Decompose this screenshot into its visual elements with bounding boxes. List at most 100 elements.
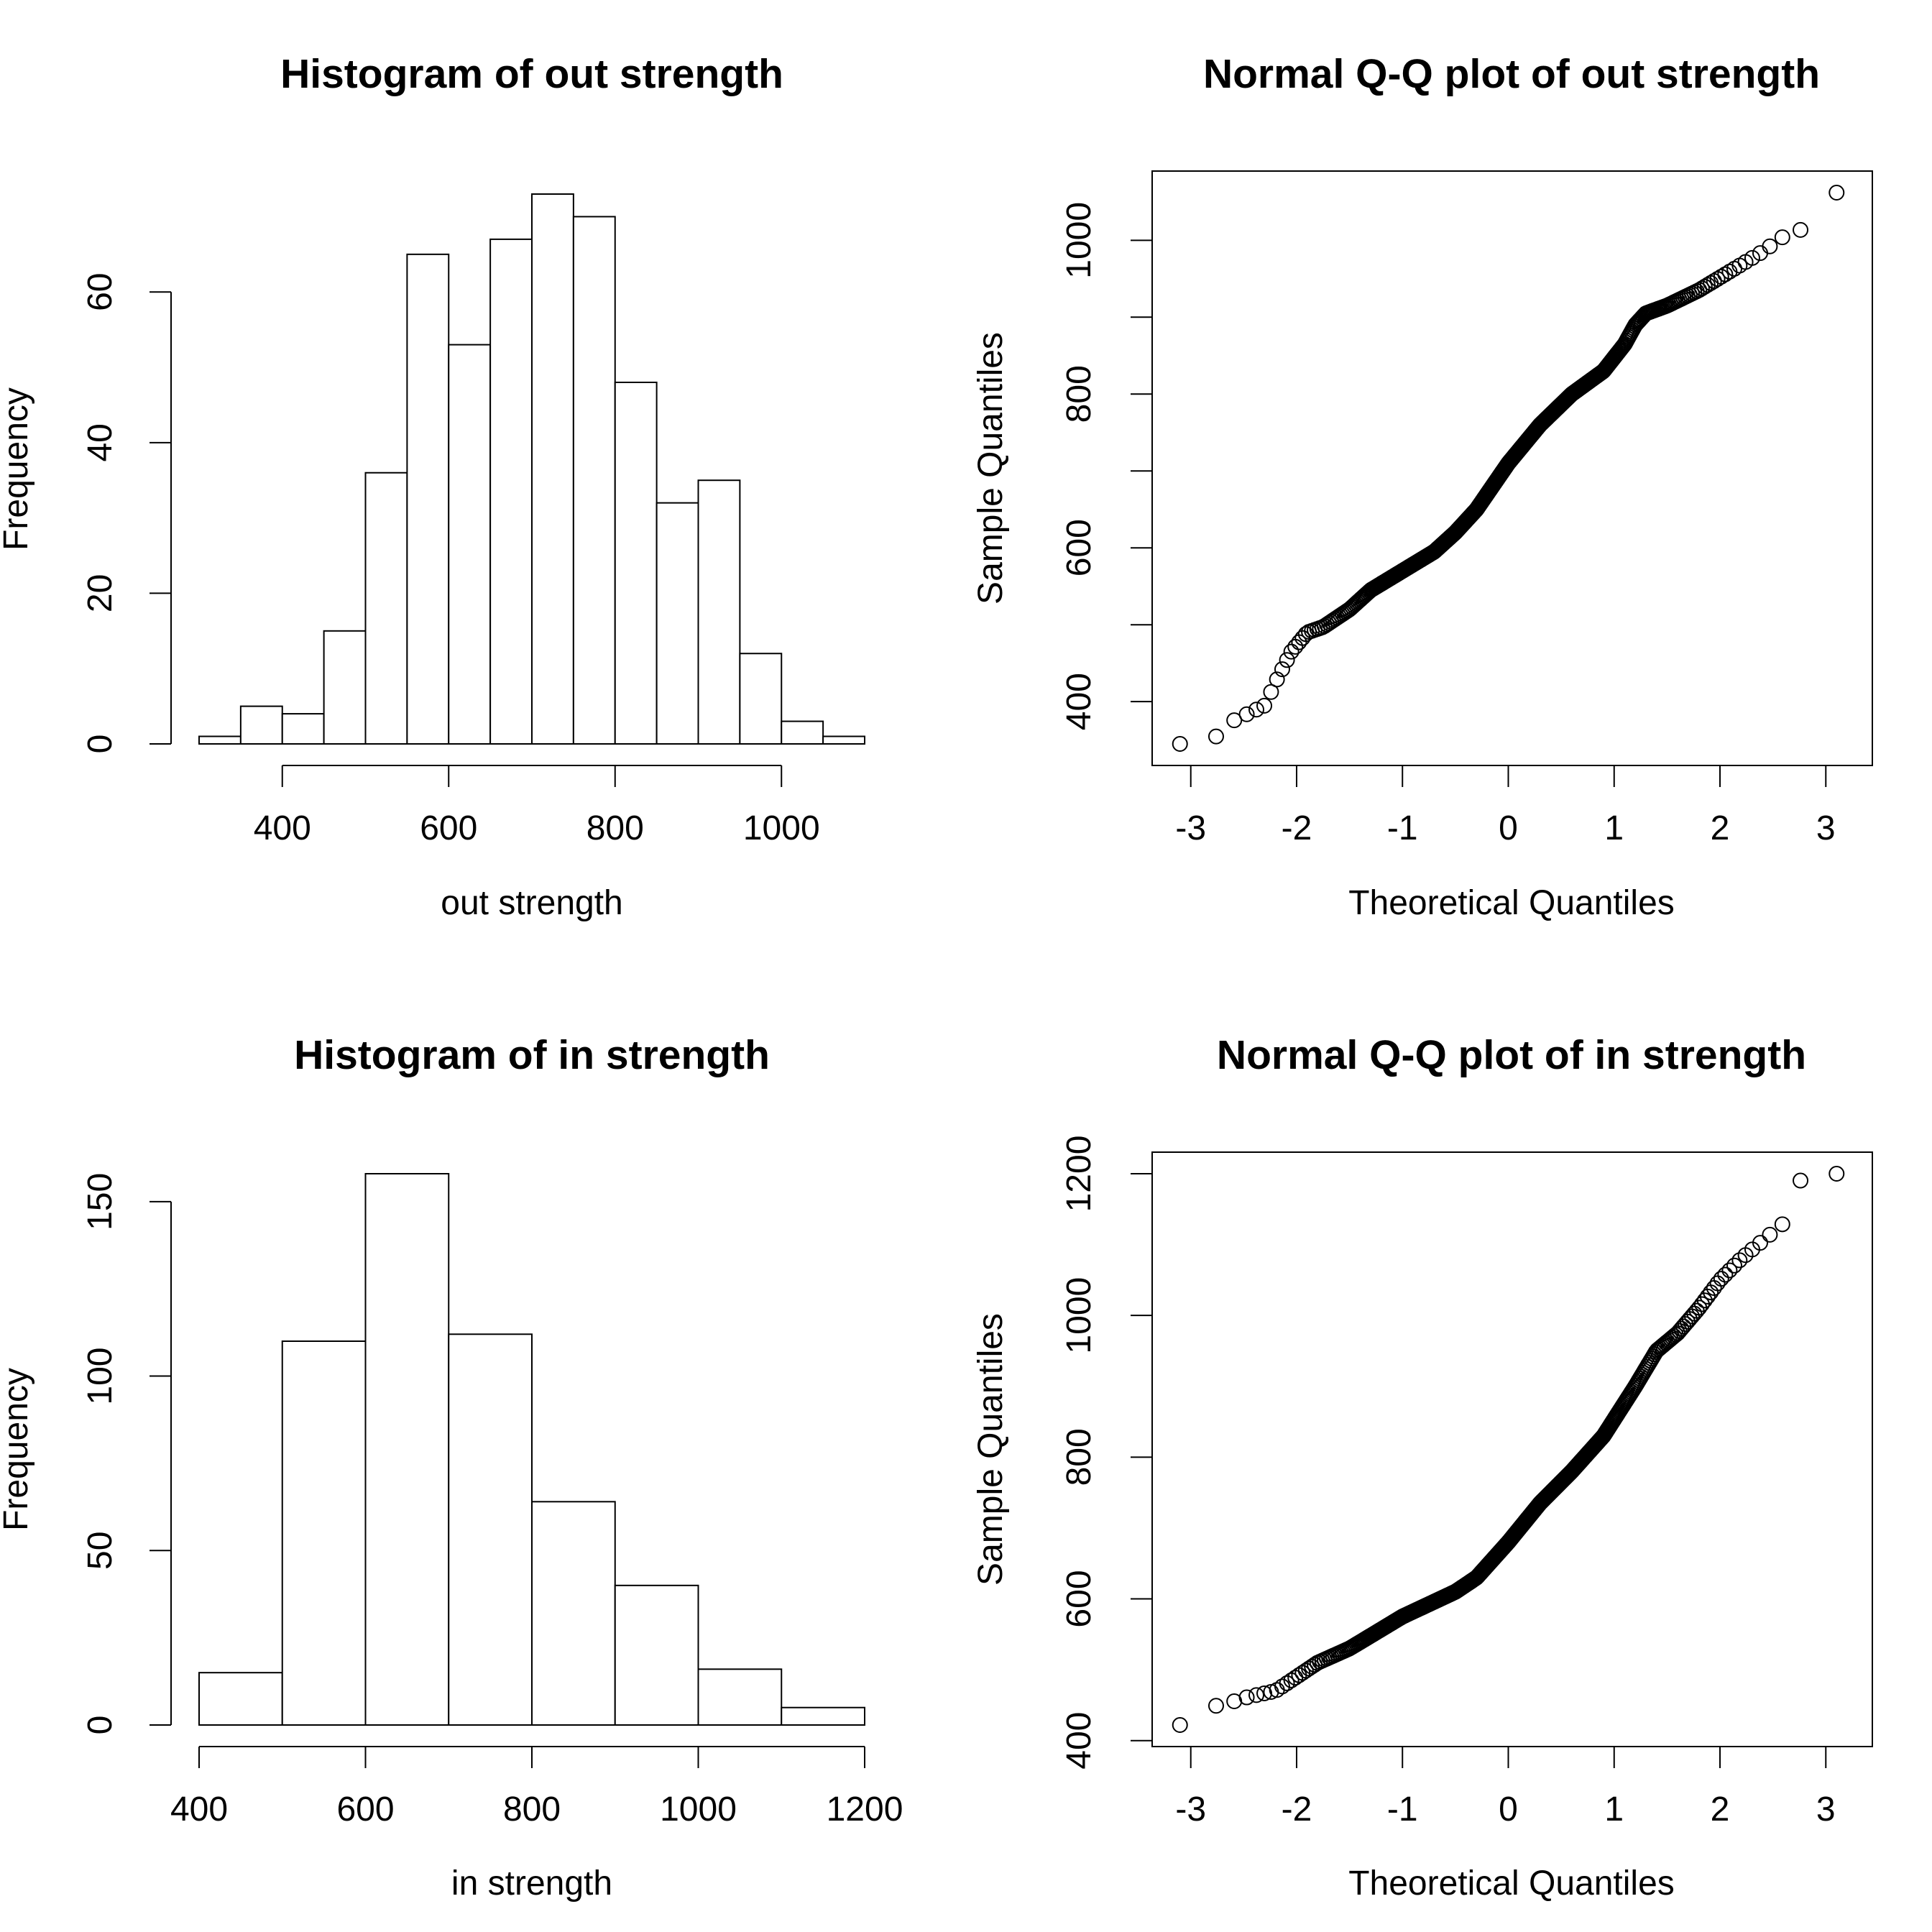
chart-title: Histogram of out strength (280, 51, 783, 97)
qq-point (1238, 1689, 1255, 1706)
qq-point (1726, 1257, 1743, 1274)
x-tick-label: 3 (1816, 1790, 1836, 1828)
axes (150, 1200, 865, 1768)
histogram-bar (614, 381, 658, 745)
x-tick-label: -3 (1175, 1790, 1206, 1828)
qq-point (1752, 245, 1768, 262)
histogram-bar (656, 502, 699, 745)
x-axis-label: Theoretical Quantiles (1348, 884, 1675, 922)
qq-point (1269, 671, 1285, 688)
x-tick-label: -2 (1282, 1790, 1312, 1828)
x-tick-label: 600 (420, 809, 477, 847)
x-tick-label: 2 (1711, 1790, 1730, 1828)
x-tick-label: 1000 (660, 1790, 737, 1828)
histogram-bar (239, 705, 283, 745)
qq-point (1279, 1675, 1295, 1691)
histogram-bar (781, 1706, 865, 1726)
histogram-bars (198, 193, 865, 745)
x-tick-label: 600 (336, 1790, 394, 1828)
x-tick-label: 1 (1604, 1790, 1624, 1828)
qq-points (1172, 185, 1845, 752)
axes (1131, 170, 1873, 787)
qq-point (1793, 221, 1809, 238)
x-axis-label: out strength (441, 884, 623, 922)
qq-point (1287, 638, 1304, 655)
qq-point (1774, 1216, 1790, 1233)
qq-point (1279, 652, 1295, 668)
qq-point (1226, 712, 1243, 729)
histogram-bar (281, 1340, 367, 1726)
qq-point (1263, 684, 1279, 700)
qq-point (1274, 661, 1290, 678)
y-axis-label: Frequency (0, 387, 35, 551)
x-axis-label: Theoretical Quantiles (1348, 1864, 1675, 1903)
x-tick-label: 0 (1499, 1790, 1518, 1828)
x-tick-label: -2 (1282, 809, 1312, 847)
x-tick-label: 0 (1499, 809, 1518, 847)
histogram-bar (198, 735, 242, 745)
qq-point (1283, 1672, 1300, 1688)
qq-point (1713, 1271, 1729, 1287)
y-tick-label: 400 (1060, 1712, 1098, 1770)
qq-point (1828, 185, 1845, 201)
x-tick-label: 1200 (827, 1790, 903, 1828)
x-tick-label: 400 (170, 1790, 228, 1828)
panel-1: Histogram of out strength out strength Fre… (0, 51, 865, 922)
qq-point (1793, 1172, 1809, 1189)
histogram-bar (406, 253, 450, 745)
x-tick-label: 800 (586, 809, 644, 847)
y-tick-label: 1000 (1060, 202, 1098, 279)
qq-point (1774, 229, 1790, 246)
qq-point (1709, 271, 1726, 288)
histogram-bar (281, 713, 325, 745)
histogram-bar (572, 216, 616, 745)
histogram-bar (364, 1173, 450, 1726)
qq-point (1721, 1262, 1738, 1279)
x-tick-label: 3 (1816, 809, 1836, 847)
y-tick-label: 20 (81, 574, 119, 612)
y-tick-label: 50 (81, 1532, 119, 1570)
panel-2: Normal Q-Q plot of out strength Theoretic… (972, 51, 1873, 922)
x-tick-label: 1000 (743, 809, 820, 847)
histogram-bar (697, 1668, 783, 1726)
qq-point (1256, 1685, 1273, 1701)
chart-title: Normal Q-Q plot of out strength (1203, 51, 1820, 97)
qq-point (1713, 268, 1729, 285)
qq-point (1248, 702, 1265, 718)
histogram-bar (697, 479, 741, 745)
histogram-bar (448, 1333, 533, 1726)
x-tick-label: 800 (503, 1790, 561, 1828)
qq-point (1208, 728, 1224, 745)
histogram-bars (198, 1173, 865, 1726)
qq-point (1696, 1292, 1713, 1309)
x-tick-label: 1 (1604, 809, 1624, 847)
y-tick-label: 400 (1060, 673, 1098, 730)
y-tick-label: 1000 (1060, 1277, 1098, 1354)
y-tick-label: 0 (81, 735, 119, 754)
histogram-bar (739, 653, 783, 745)
qq-point (1828, 1166, 1845, 1182)
qq-point (1731, 1252, 1748, 1269)
x-tick-label: -3 (1175, 809, 1206, 847)
histogram-bar (198, 1672, 283, 1726)
x-tick-label: -1 (1387, 1790, 1418, 1828)
qq-point (1172, 736, 1188, 752)
y-tick-label: 800 (1060, 365, 1098, 423)
axes (1131, 1151, 1873, 1768)
qq-point (1744, 249, 1760, 266)
axes (150, 291, 783, 787)
y-tick-label: 600 (1060, 519, 1098, 576)
qq-point (1762, 238, 1778, 254)
x-axis-label: in strength (451, 1864, 612, 1903)
chart-title: Normal Q-Q plot of in strength (1217, 1032, 1806, 1078)
qq-point (1717, 1266, 1734, 1283)
histogram-bar (323, 630, 367, 745)
qq-point (1172, 1717, 1188, 1733)
qq-point (1238, 706, 1255, 722)
histogram-bar (364, 472, 408, 745)
chart-title: Histogram of in strength (294, 1032, 770, 1078)
qq-points (1172, 1166, 1845, 1733)
y-tick-label: 800 (1060, 1428, 1098, 1486)
histogram-bar (531, 193, 574, 745)
